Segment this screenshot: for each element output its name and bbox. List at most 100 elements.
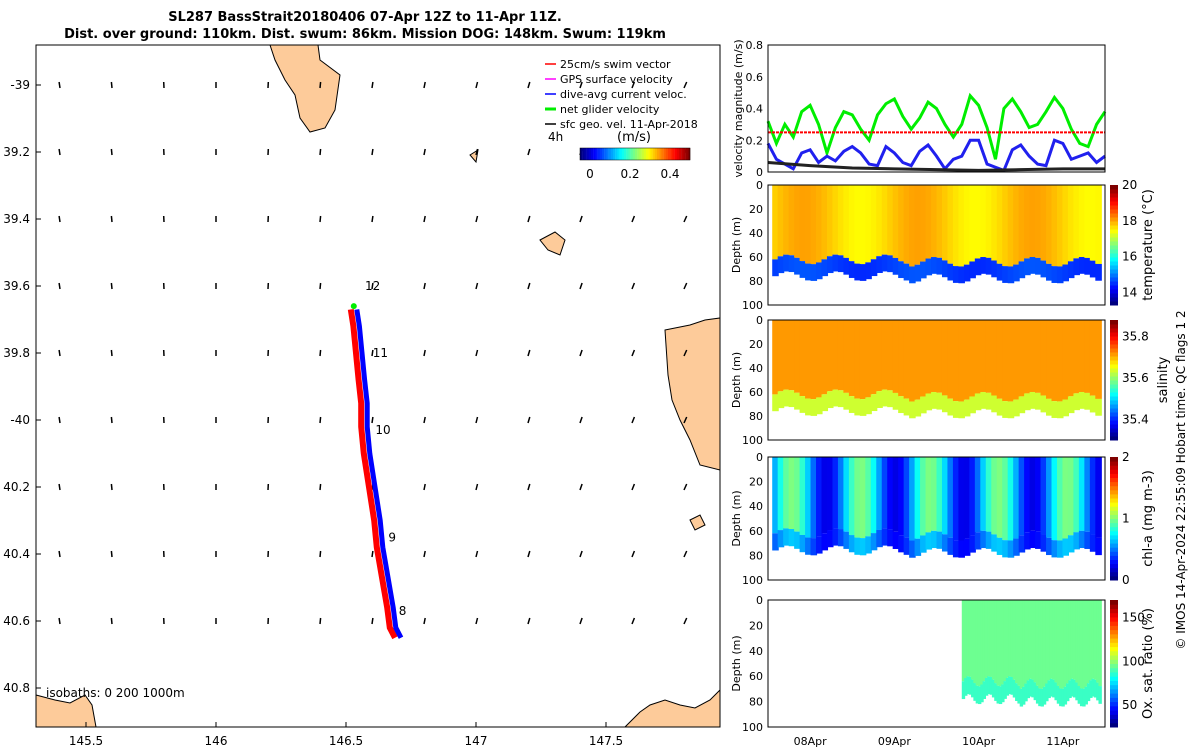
colorbar-cell [1110,684,1118,690]
data-column-bottom [1075,682,1079,701]
isobaths-label: isobaths: 0 200 1000m [46,686,185,700]
data-column [788,320,796,391]
data-column [826,320,834,392]
data-column-bottom [1018,396,1026,414]
colorbar-cell [1110,225,1118,230]
data-column-bottom [1013,399,1020,417]
data-column-bottom [1007,540,1015,558]
data-column [865,320,872,398]
y-tick-label: 0.2 [746,134,764,147]
data-column [1033,600,1037,683]
data-column [788,185,796,256]
colorbar-label: chl-a (mg m-3) [1141,470,1156,567]
data-column [1086,600,1091,684]
colorbar-cell [1110,245,1118,250]
data-column-bottom [1049,678,1054,697]
data-column-bottom [994,683,998,701]
colorbar-cell [1110,663,1118,669]
current-vector-arrow [110,282,113,290]
colorbar-cell [1110,600,1118,605]
colorbar-tick: 20 [1122,178,1137,192]
data-column [1093,600,1098,680]
data-column [1024,457,1031,533]
data-column [848,185,856,262]
data-column [887,457,894,530]
data-column-bottom [826,391,834,409]
data-column [1038,600,1042,689]
data-column-bottom [963,264,971,282]
data-column-bottom [859,538,867,556]
colorbar-cell [1110,336,1118,341]
current-vector-arrow [423,148,426,156]
data-column-bottom [958,540,965,558]
data-column-bottom [870,394,878,412]
data-column-bottom [1056,266,1064,284]
data-column [892,320,900,393]
legend-label: 25cm/s swim vector [560,58,671,71]
colorbar-tick: 14 [1122,285,1137,299]
data-column-bottom [1022,686,1026,705]
colorbar-cell [1110,193,1118,198]
current-vector-arrow [423,483,426,491]
current-vector-arrow [683,282,688,290]
data-column-bottom [1001,684,1005,703]
data-column-bottom [1007,266,1015,284]
data-column [1056,600,1061,686]
data-column-bottom [1042,686,1047,705]
data-column-bottom [843,392,850,410]
data-column [837,185,845,256]
data-column [1079,600,1084,689]
y-tick-label: 40.2 [3,480,30,494]
data-column [777,320,785,392]
data-column-bottom [1040,395,1048,413]
data-column [826,457,834,531]
colorbar-tick: 0.2 [620,167,639,181]
data-column-bottom [854,398,861,416]
data-column [1089,185,1097,261]
data-column-bottom [821,259,829,277]
data-column-bottom [1024,683,1028,702]
data-column-bottom [783,254,790,272]
data-column-bottom [1095,398,1102,416]
data-column [947,185,954,264]
data-column [1040,457,1048,535]
data-column [1051,185,1059,267]
current-vector-arrow [527,148,531,156]
colorbar-cell [1110,368,1118,373]
current-vector-arrow [371,148,374,156]
colorbar-cell [1110,485,1118,491]
data-column-bottom [832,389,839,407]
data-column-bottom [816,536,823,554]
data-column-bottom [810,264,818,281]
current-vector-arrow [527,550,531,558]
day-label: 9 [388,530,396,544]
colorbar-cell [1110,197,1118,202]
data-column-bottom [996,398,1004,416]
data-column [865,457,872,537]
data-column-bottom [892,257,900,275]
data-column-bottom [772,394,779,412]
data-column [799,457,807,535]
colorbar-cell [1110,356,1118,361]
data-column [1056,320,1064,402]
current-vector-arrow [683,483,688,491]
depth-tick-label: 60 [749,386,763,399]
current-vector-arrow [371,416,374,424]
current-vector-arrow [683,416,688,424]
data-column-bottom [1005,677,1010,696]
data-column [1046,185,1053,264]
current-vector-arrow [110,81,113,89]
colorbar-cell [1110,563,1118,569]
current-vector-arrow [371,282,374,290]
colorbar-cell [1110,655,1118,660]
depth-tick-label: 100 [742,434,763,447]
data-column-bottom [991,534,998,552]
current-vector-arrow [527,81,531,89]
map-axes [35,44,721,728]
data-column [1095,457,1102,538]
y-tick-label: 39.4 [3,212,30,226]
data-column-bottom [805,263,812,281]
date-tick-label: 08Apr [794,735,828,748]
data-column [876,320,883,392]
land-polygon [539,231,566,256]
